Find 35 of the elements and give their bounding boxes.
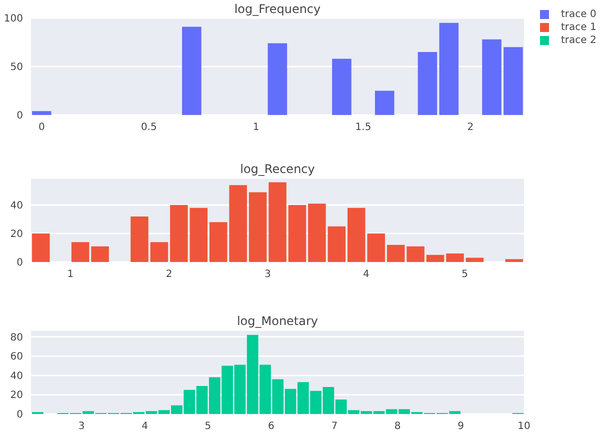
x-tick-label: 1.5 xyxy=(355,122,372,134)
y-tick-label: 60 xyxy=(10,352,23,363)
x-tick-label: 5 xyxy=(204,421,212,432)
legend-label: trace 1 xyxy=(561,22,596,33)
x-tick-label: 3 xyxy=(78,421,85,432)
y-tick-label: 80 xyxy=(10,332,23,344)
legend-label: trace 2 xyxy=(561,35,596,46)
y-tick-label: 100 xyxy=(4,14,23,25)
x-tick-label: 3 xyxy=(264,269,271,280)
x-tick-label: 2 xyxy=(166,269,172,280)
chart-title: log_Monetary xyxy=(236,314,320,328)
y-tick-label: 50 xyxy=(10,62,23,74)
x-tick-label: 0 xyxy=(38,122,45,134)
x-tick-label: 1 xyxy=(67,269,74,280)
x-tick-label: 1 xyxy=(252,122,260,134)
chart-title: log_Frequency xyxy=(233,2,322,16)
y-tick-label: 0 xyxy=(16,410,23,421)
y-tick-label: 40 xyxy=(10,370,23,382)
x-tick-label: 6 xyxy=(268,421,274,432)
chart-title: log_Recency xyxy=(239,162,316,176)
x-tick-label: 5 xyxy=(462,269,468,280)
y-tick-label: 40 xyxy=(10,200,23,212)
y-tick-label: 20 xyxy=(10,390,23,402)
x-tick-label: 4 xyxy=(142,421,148,432)
x-tick-label: 4 xyxy=(363,269,370,280)
y-tick-label: 20 xyxy=(10,229,23,240)
x-tick-label: 10 xyxy=(518,421,530,432)
x-tick-label: 2 xyxy=(467,122,474,134)
y-tick-label: 0 xyxy=(16,258,23,269)
x-tick-label: 7 xyxy=(331,421,338,432)
x-tick-label: 0.5 xyxy=(140,122,157,134)
legend-label: trace 0 xyxy=(561,9,596,20)
x-tick-label: 8 xyxy=(394,421,401,432)
y-tick-label: 0 xyxy=(16,110,23,122)
x-tick-label: 9 xyxy=(458,421,464,432)
